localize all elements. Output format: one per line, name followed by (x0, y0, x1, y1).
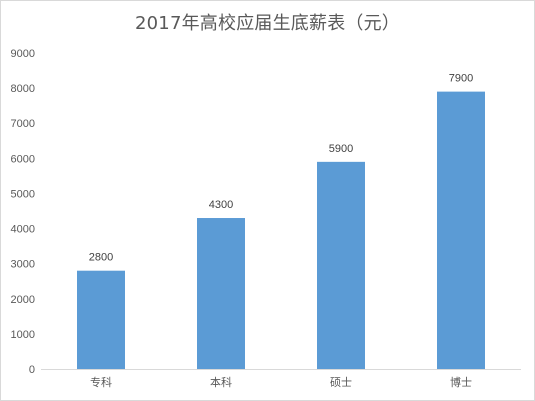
bar (317, 161, 365, 369)
y-tick-label: 5000 (11, 188, 35, 200)
x-category-label: 本科 (210, 375, 232, 389)
data-label: 7900 (449, 73, 473, 85)
x-category-label: 博士 (450, 376, 472, 389)
y-tick-label: 3000 (11, 259, 35, 271)
x-axis-labels: 专科 本科 硕士 博士 (90, 375, 472, 389)
y-tick-label: 4000 (11, 224, 35, 236)
y-axis-labels: 0 1000 2000 3000 4000 5000 6000 7000 8000 9000 (11, 48, 35, 376)
y-tick-label: 1000 (11, 329, 35, 341)
chart-title: 2017年高校应届生底薪表（元） (134, 13, 400, 34)
data-label: 4300 (209, 199, 233, 211)
x-category-label: 专科 (90, 375, 112, 389)
y-tick-label: 0 (29, 364, 35, 376)
bar (437, 91, 485, 369)
bar (197, 218, 245, 369)
y-tick-label: 8000 (11, 83, 35, 95)
y-tick-label: 7000 (11, 118, 35, 130)
bar (77, 270, 125, 369)
y-tick-label: 2000 (11, 294, 35, 306)
x-category-label: 硕士 (330, 376, 352, 389)
y-tick-label: 9000 (11, 48, 35, 60)
y-tick-label: 6000 (11, 153, 35, 165)
data-labels: 2800 4300 5900 7900 (89, 73, 473, 264)
bars (77, 91, 485, 369)
data-label: 2800 (89, 252, 113, 264)
data-label: 5900 (329, 143, 353, 155)
